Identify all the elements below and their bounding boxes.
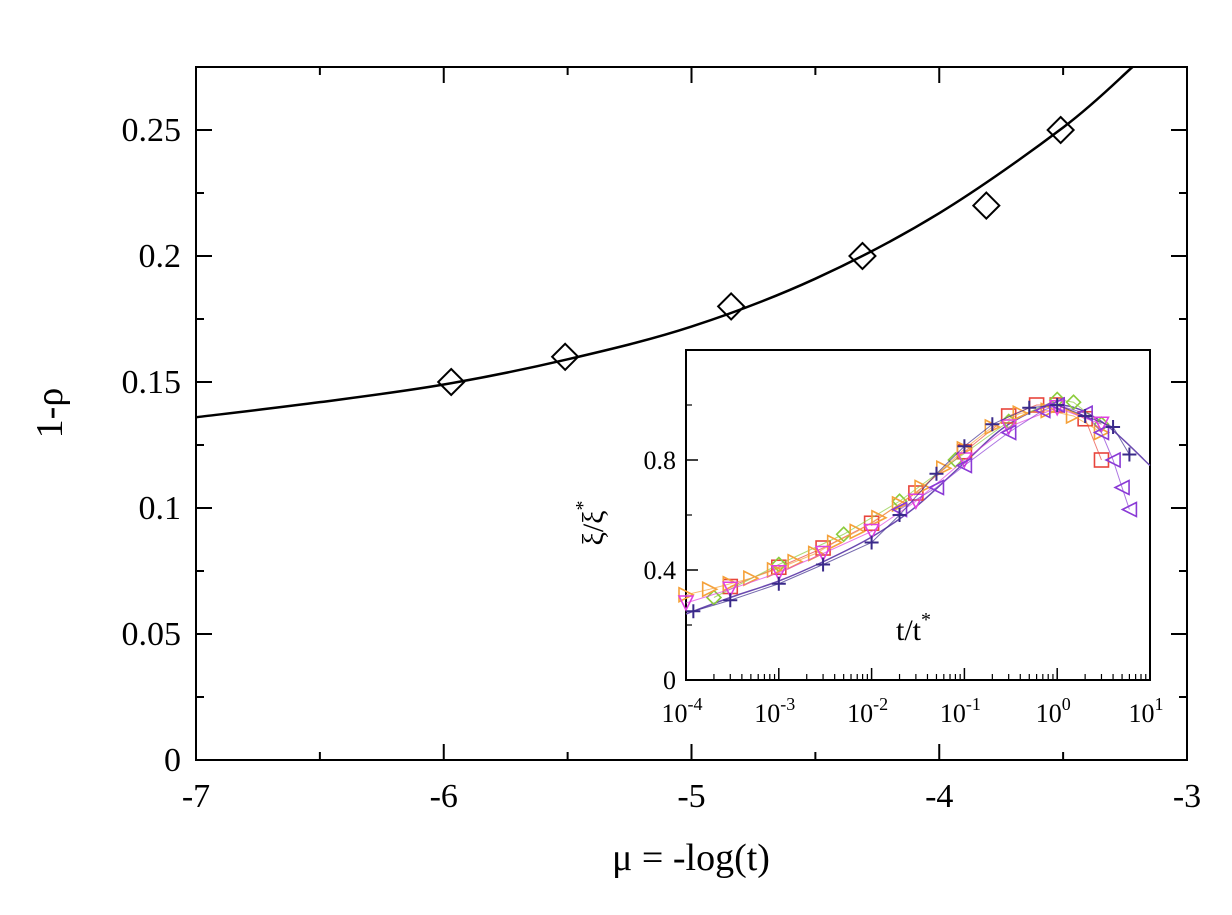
main-y-axis-title: 1-ρ — [29, 388, 71, 439]
inset-data-point — [999, 424, 1017, 441]
inset-data-point — [1120, 501, 1138, 518]
inset-data-point — [914, 479, 931, 496]
inset-x-tick-label: 100 — [1036, 694, 1071, 728]
inset-points-group — [677, 391, 1138, 619]
main-y-tick-label: 0.1 — [139, 490, 182, 527]
inset-data-point — [701, 580, 719, 598]
inset-data-point — [705, 589, 723, 606]
inset-x-axis-title: t/t* — [896, 609, 931, 647]
inset-y-axis-title: ξ/ξ* — [572, 500, 610, 545]
inset-data-point — [1022, 400, 1037, 415]
inset-ticks: 10-4 10-3 10-2 10-1 100 101 0 0.4 0.8 — [644, 404, 1164, 728]
main-data-point — [716, 291, 746, 321]
inset-x-tick-label: 10-4 — [662, 694, 703, 728]
main-y-tick-label: 0.15 — [122, 364, 182, 401]
inset-data-point — [1078, 409, 1093, 423]
inset-data-point — [955, 457, 973, 474]
inset-data-point — [677, 595, 695, 612]
inset-data-point — [721, 581, 739, 599]
inset-y-tick-label: 0.4 — [644, 556, 677, 585]
inset-data-point — [1050, 398, 1065, 412]
inset-data-point — [723, 593, 738, 608]
main-fit-curve — [195, 66, 1134, 419]
inset-data-point — [1122, 447, 1137, 462]
inset-data-point — [771, 576, 786, 591]
main-x-axis-title: μ = -log(t) — [612, 837, 770, 879]
inset-x-tick-label: 10-1 — [940, 694, 981, 728]
inset-data-point — [871, 509, 888, 527]
inset-data-point — [770, 564, 788, 582]
inset-data-point — [678, 586, 695, 604]
inset-y-tick-label: 0.8 — [644, 446, 677, 475]
main-ticks: -7 -6 -5 -4 -3 0 0.05 0.1 0.15 0.2 0.25 — [122, 67, 1201, 815]
main-x-tick-label: -4 — [925, 778, 953, 815]
inset-data-point — [1104, 451, 1121, 469]
inset-series-line — [685, 409, 1102, 596]
main-x-tick-label: -5 — [677, 778, 705, 815]
inset-plot-frame — [685, 349, 1151, 681]
inset-data-point — [985, 417, 1000, 432]
inset-data-point — [1106, 420, 1121, 434]
inset-x-tick-label: 10-3 — [754, 694, 795, 728]
inset-data-point — [849, 523, 867, 540]
main-data-point — [848, 241, 877, 271]
inset-data-point — [1092, 424, 1110, 441]
main-x-tick-label: -7 — [182, 778, 210, 815]
inset-data-point — [892, 508, 907, 522]
main-y-tick-label: 0.2 — [139, 238, 182, 275]
inset-data-point — [1034, 402, 1051, 419]
main-x-tick-label: -6 — [430, 778, 458, 815]
inset-data-point — [929, 466, 944, 481]
main-data-point — [1046, 115, 1076, 145]
main-data-point — [550, 342, 580, 372]
main-curve-group — [195, 66, 1134, 419]
main-y-tick-label: 0 — [164, 742, 181, 779]
inset-data-point — [1040, 402, 1057, 419]
main-data-point — [436, 367, 466, 397]
inset-data-point — [1012, 404, 1030, 422]
inset-data-point — [863, 523, 880, 541]
inset-x-tick-label: 101 — [1129, 694, 1164, 728]
main-y-tick-label: 0.05 — [122, 616, 182, 653]
main-y-tick-label: 0.25 — [122, 112, 182, 149]
inset-data-point — [1113, 479, 1130, 496]
inset-x-tick-label: 10-2 — [847, 694, 888, 728]
inset-data-point — [891, 495, 909, 513]
inset-data-point — [957, 439, 972, 454]
inset-data-point — [686, 604, 701, 619]
inset-data-point — [864, 535, 879, 550]
main-points-group — [436, 115, 1076, 397]
inset-data-point — [927, 479, 945, 496]
inset-data-point — [816, 557, 831, 572]
main-x-tick-label: -3 — [1173, 778, 1201, 815]
inset-series-line — [693, 404, 1130, 612]
inset-data-point — [1065, 394, 1082, 411]
inset-y-tick-label: 0 — [663, 666, 676, 695]
inset-data-point — [1065, 407, 1083, 425]
inset-data-point — [1093, 452, 1110, 468]
inset-data-point — [826, 534, 844, 551]
inset-data-point — [835, 526, 852, 543]
main-data-point — [971, 191, 1001, 221]
inset-data-point — [814, 545, 832, 563]
